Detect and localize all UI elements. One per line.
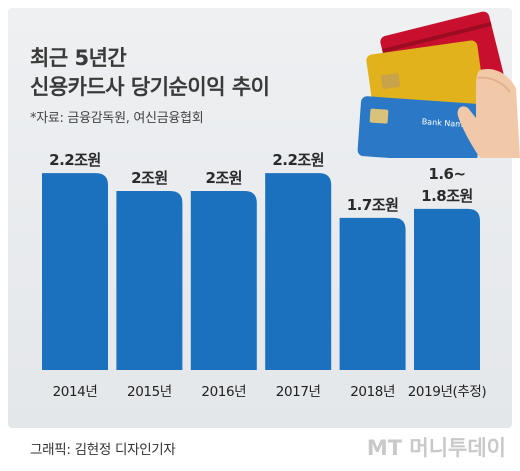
- x-tick-label-0: 2014년: [53, 384, 98, 400]
- x-tick-label-2: 2016년: [201, 384, 246, 400]
- bar-5: [414, 208, 480, 370]
- bar-0: [42, 173, 108, 370]
- credit-cards-illustration: Bank Name: [357, 11, 520, 158]
- bar-label-5: 1.8조원: [421, 187, 473, 205]
- bar-3: [265, 173, 332, 370]
- x-tick-label-3: 2017년: [276, 384, 321, 400]
- bar-4: [339, 217, 406, 370]
- bar-label-prefix-5: 1.6~: [428, 165, 465, 183]
- bar-label-4: 1.7조원: [347, 196, 399, 214]
- bar-1: [116, 191, 183, 370]
- bar-label-3: 2.2조원: [272, 151, 324, 169]
- bar-label-1: 2조원: [131, 169, 168, 187]
- bar-2: [190, 191, 257, 370]
- bar-label-2: 2조원: [206, 169, 243, 187]
- title-line-2: 신용카드사 당기순이익 추이: [30, 75, 270, 99]
- card-bank-name: Bank Name: [421, 117, 468, 129]
- source-note: *자료: 금융감독원, 여신금융협회: [30, 111, 204, 126]
- x-tick-label-1: 2015년: [127, 384, 172, 400]
- publisher-logo: MT 머니투데이: [366, 436, 506, 460]
- x-tick-label-5: 2019년(추정): [408, 384, 487, 400]
- x-tick-label-4: 2018년: [350, 384, 395, 400]
- title-line-1: 최근 5년간: [30, 46, 127, 70]
- chart-title: 최근 5년간 신용카드사 당기순이익 추이: [30, 44, 270, 102]
- bar-label-0: 2.2조원: [49, 151, 101, 169]
- hand-icon: [457, 68, 520, 158]
- graphic-credit: 그래픽: 김현정 디자인기자: [30, 442, 176, 458]
- blue-card: Bank Name: [357, 96, 481, 158]
